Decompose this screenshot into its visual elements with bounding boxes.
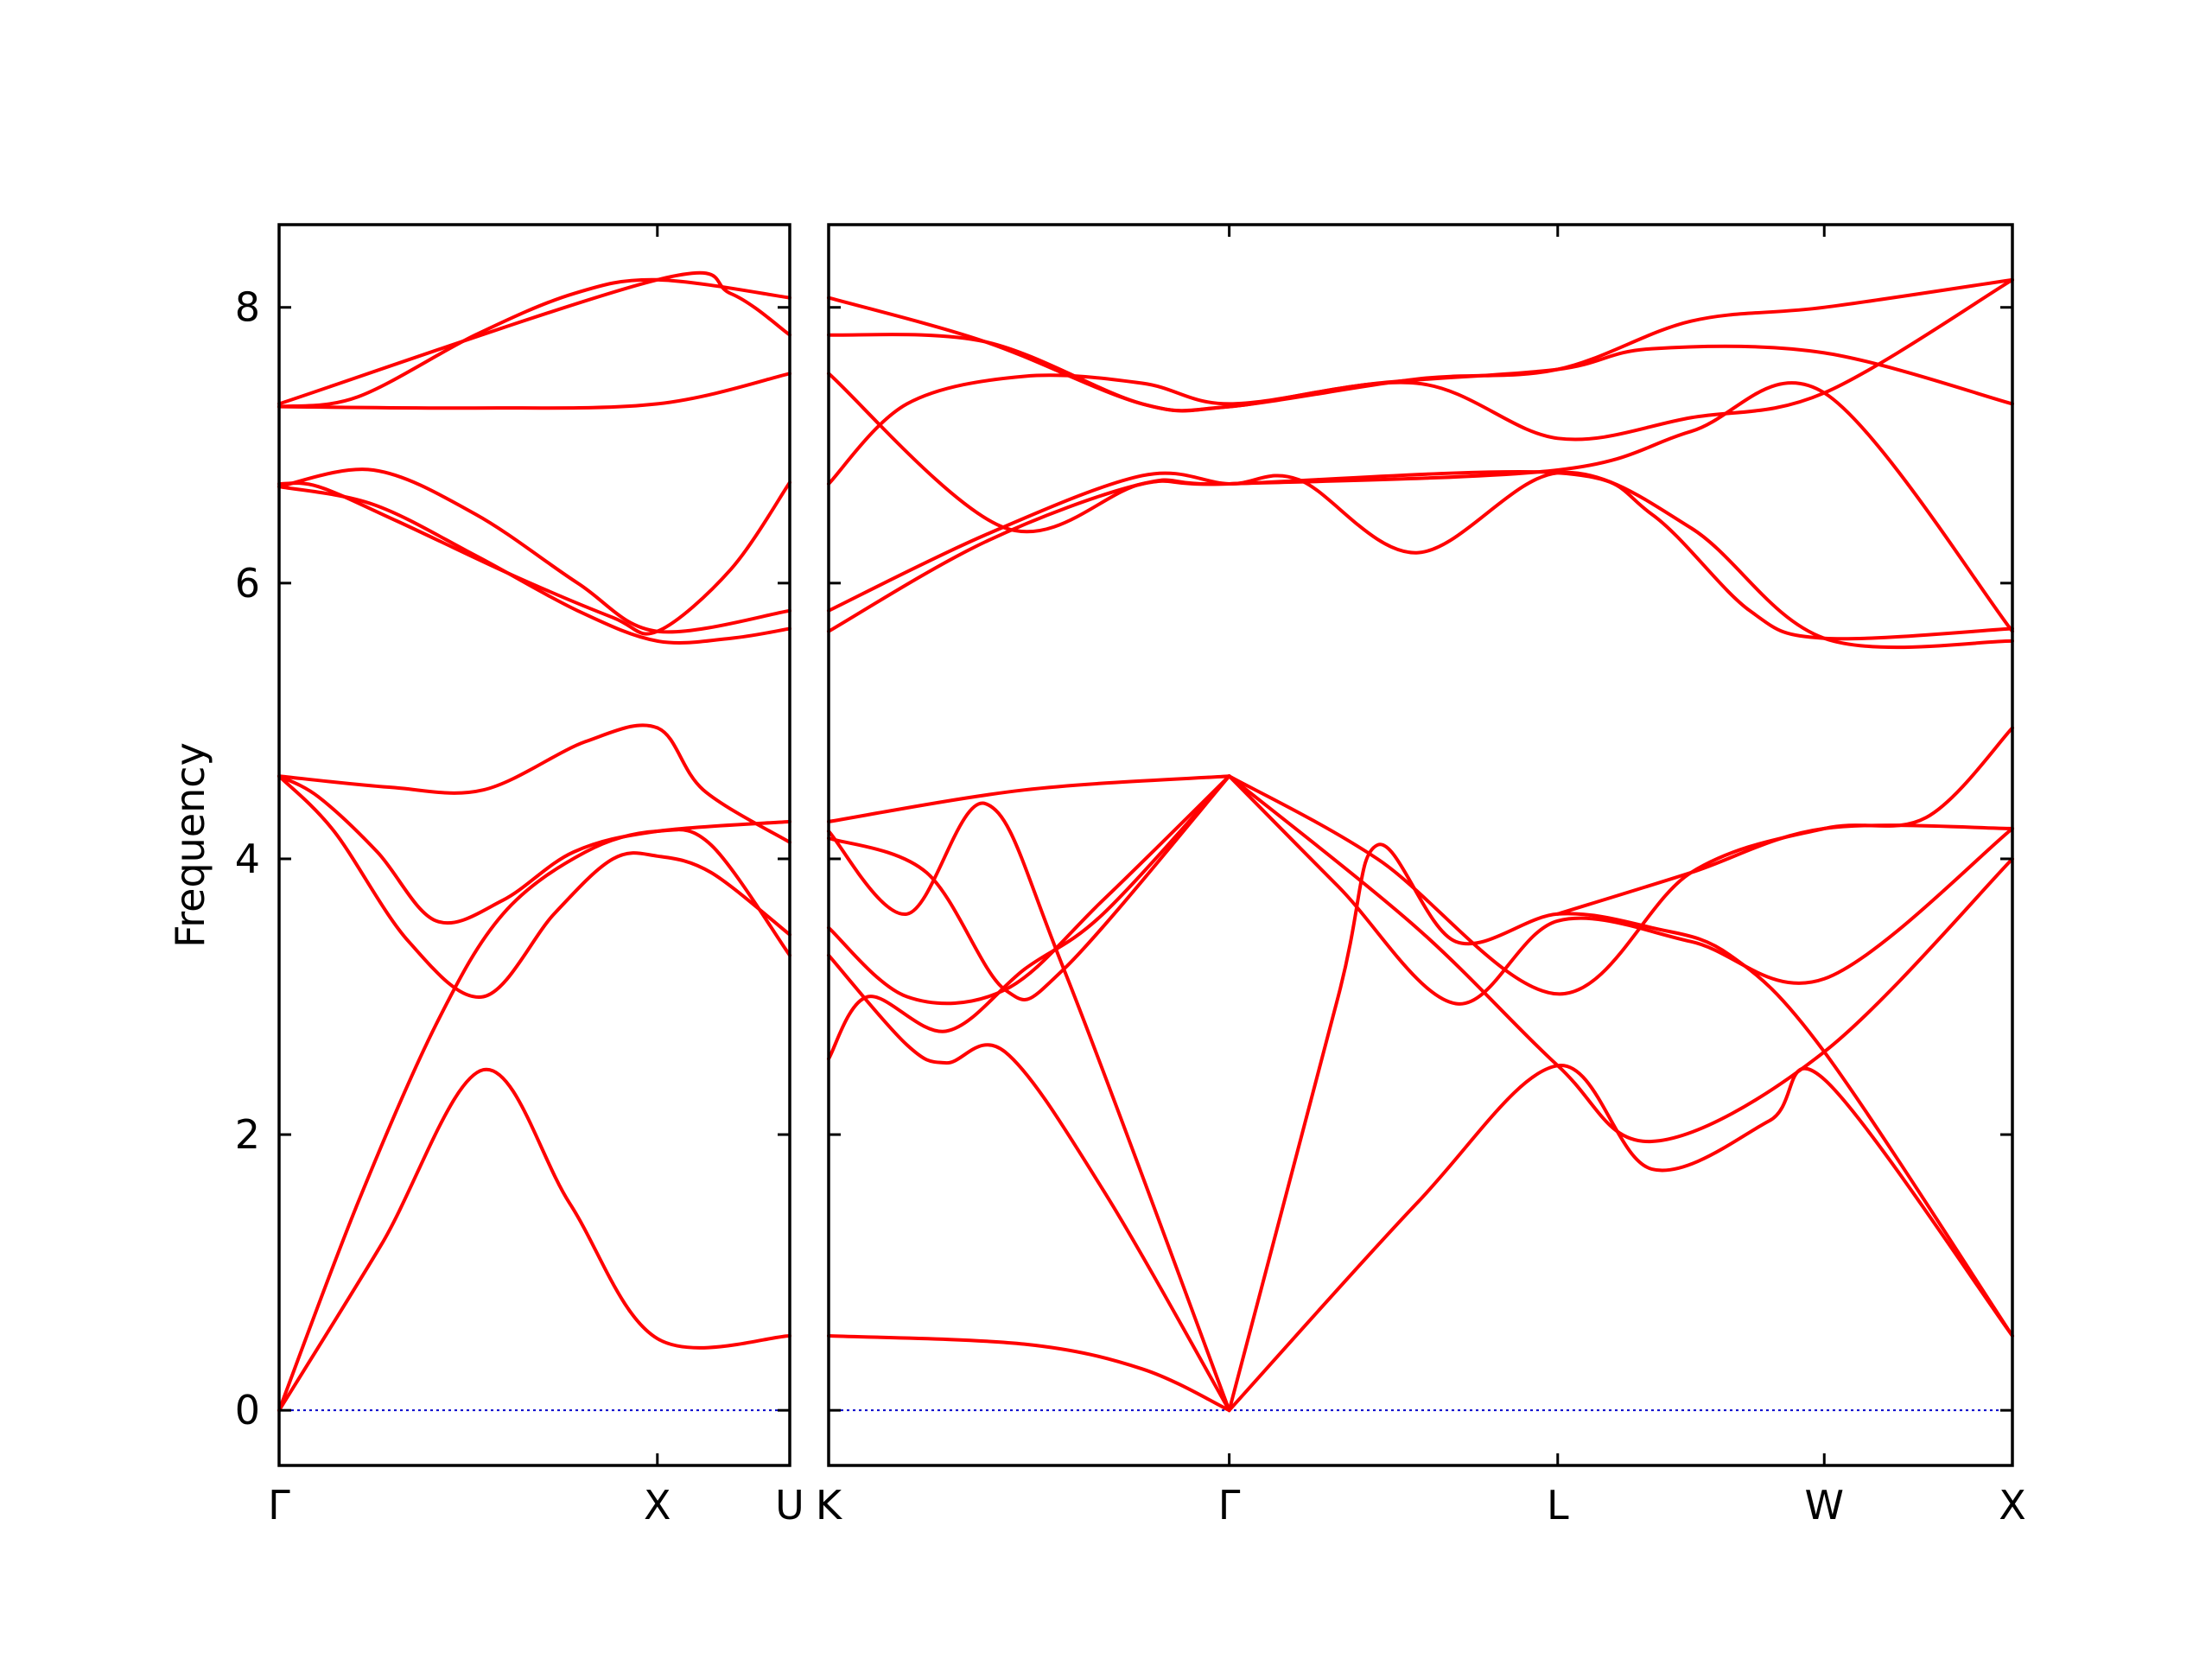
band-line-right-9 bbox=[1227, 1064, 2014, 1413]
band-line-right-3 bbox=[827, 774, 1231, 1061]
band-line-left-2 bbox=[277, 828, 791, 1413]
band-line-right-15 bbox=[827, 470, 2014, 650]
y-tick-label: 4 bbox=[235, 836, 260, 882]
left-panel: 0 2 4 6 8 Γ X U bbox=[235, 223, 804, 1529]
x-tick-label: X bbox=[1999, 1482, 2026, 1529]
x-tick-label: L bbox=[1547, 1482, 1569, 1529]
y-tick-label: 0 bbox=[235, 1387, 260, 1433]
band-line-right-17 bbox=[827, 372, 2014, 633]
band-line-right-12 bbox=[1227, 726, 2014, 996]
x-tick-label: X bbox=[644, 1482, 671, 1529]
band-line-left-3 bbox=[277, 774, 791, 999]
band-line-right-6 bbox=[827, 774, 1231, 1001]
band-line-right-14 bbox=[827, 469, 2014, 641]
band-line-right-5 bbox=[827, 801, 1231, 1413]
x-tick-label: Γ bbox=[268, 1482, 290, 1529]
band-line-left-6 bbox=[277, 485, 791, 645]
band-line-right-4 bbox=[827, 774, 1231, 1006]
band-line-left-11 bbox=[277, 270, 791, 406]
y-axis-label: Frequency bbox=[167, 742, 213, 948]
band-line-right-10 bbox=[1227, 774, 2014, 1144]
band-line-right-13 bbox=[1555, 823, 2014, 916]
plot-frame bbox=[277, 223, 791, 1467]
x-tick-label: U bbox=[775, 1482, 804, 1529]
band-line-right-18 bbox=[827, 277, 2014, 442]
x-tick-label: Γ bbox=[1218, 1482, 1241, 1529]
band-line-right-11 bbox=[1227, 774, 2014, 1006]
band-line-left-4 bbox=[277, 723, 791, 844]
band-line-left-10 bbox=[277, 277, 791, 409]
band-line-left-9 bbox=[277, 372, 791, 410]
band-line-left-5 bbox=[277, 774, 791, 925]
x-tick-label: K bbox=[816, 1482, 843, 1529]
x-tick-label: W bbox=[1805, 1482, 1844, 1529]
band-line-right-1 bbox=[827, 1334, 1231, 1413]
band-line-left-8 bbox=[277, 480, 791, 636]
band-line-left-7 bbox=[277, 467, 791, 634]
band-line-right-8 bbox=[1227, 842, 2014, 1413]
y-tick-label: 6 bbox=[235, 560, 260, 607]
band-line-right-19 bbox=[827, 277, 2014, 413]
plot-frame bbox=[827, 223, 2014, 1467]
band-line-left-1 bbox=[277, 1068, 791, 1413]
band-line-right-2 bbox=[827, 953, 1231, 1413]
y-tick-label: 2 bbox=[235, 1111, 260, 1158]
y-tick-label: 8 bbox=[235, 284, 260, 331]
band-line-right-7 bbox=[827, 774, 1231, 823]
band-line-right-16 bbox=[827, 344, 2014, 486]
